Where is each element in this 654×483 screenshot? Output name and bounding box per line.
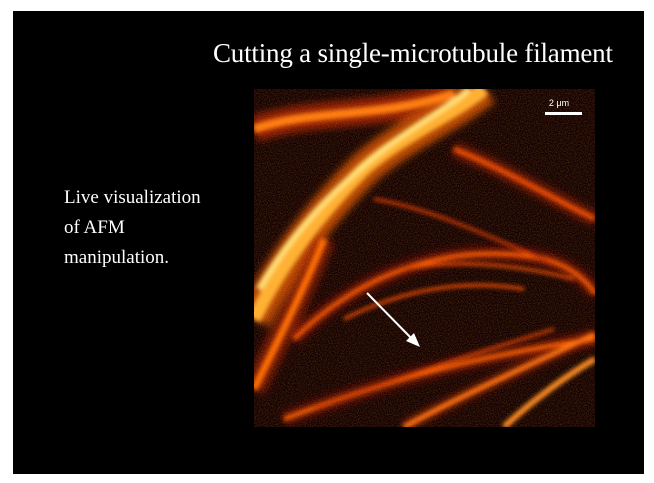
afm-micrograph: 2 μm (254, 89, 595, 427)
scale-bar (545, 112, 582, 115)
micrograph-image (254, 89, 595, 427)
arrow-icon (366, 292, 420, 347)
caption: Live visualization of AFM manipulation. (64, 183, 244, 273)
caption-line-1: Live visualization (64, 187, 201, 208)
caption-line-3: manipulation. (64, 247, 170, 268)
slide-title: Cutting a single-microtubule filament (213, 38, 613, 68)
caption-line-2: of AFM (64, 217, 125, 238)
slide: Cutting a single-microtubule filament Li… (13, 11, 644, 474)
scale-bar-label: 2 μm (548, 98, 570, 108)
micrograph-noise (254, 89, 595, 427)
